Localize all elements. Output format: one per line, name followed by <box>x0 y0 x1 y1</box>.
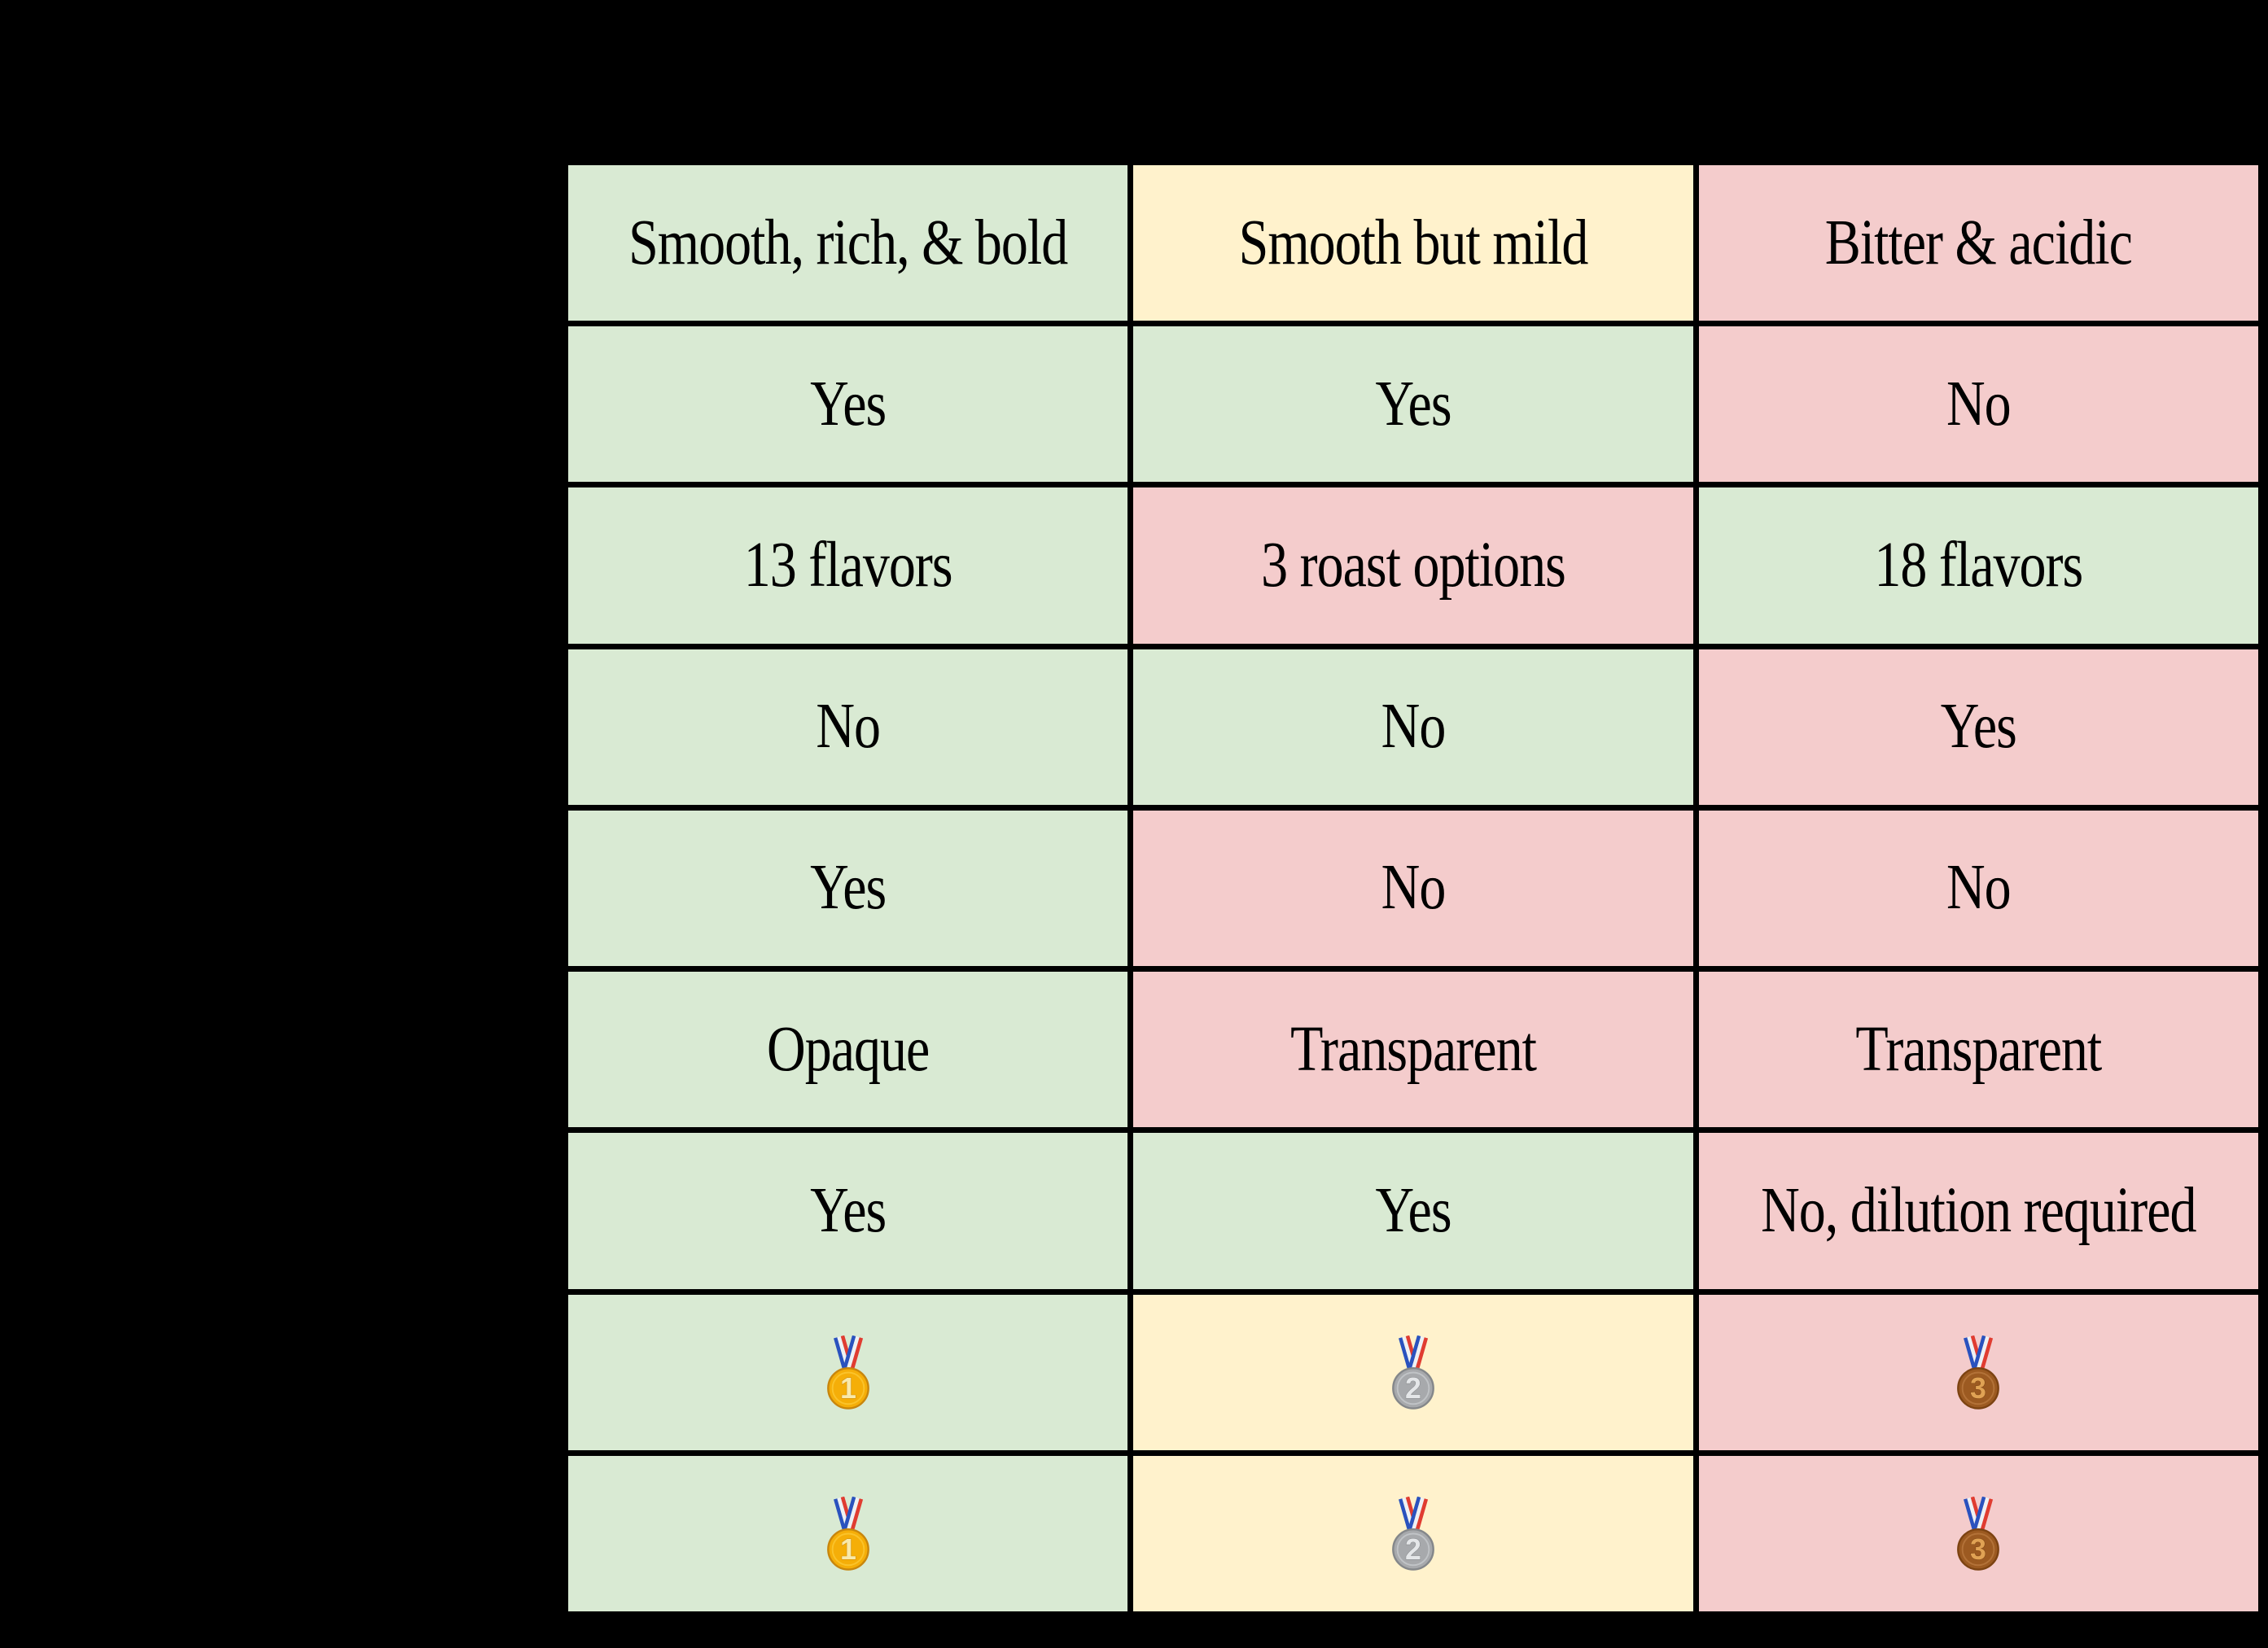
comparison-table: Smooth, rich, & bold Smooth but mild Bitte… <box>568 165 2258 1611</box>
ribbon <box>1964 1496 1994 1532</box>
table-cell-r3c2: 3 roast options <box>1133 487 1693 644</box>
medal-ring <box>1396 1371 1430 1405</box>
table-cell-r3c3: 18 flavors <box>1698 487 2258 644</box>
table-cell-r9c1: 1 <box>568 1455 1128 1611</box>
gold-medal-icon: 1 <box>826 1335 869 1410</box>
table-cell-r7c3: No, dilution required <box>1698 1133 2258 1289</box>
ribbon <box>1398 1335 1429 1371</box>
ribbon <box>833 1335 863 1371</box>
table-cell-r1c3: Bitter & acidic <box>1698 165 2258 321</box>
cell-value-label: 3 roast options <box>1261 529 1566 601</box>
medal-coin <box>1392 1366 1434 1410</box>
cell-value-label: Yes <box>1940 690 2017 763</box>
medal-ring <box>1961 1532 1995 1567</box>
cell-value-label: Yes <box>1375 1174 1451 1247</box>
medal-number: 3 <box>1970 1372 1986 1405</box>
medal-coin <box>1957 1528 2000 1571</box>
cell-value-label: Yes <box>810 1174 887 1247</box>
table-cell-r1c2: Smooth but mild <box>1133 165 1693 321</box>
medal-number: 2 <box>1405 1372 1421 1405</box>
table-cell-r9c3: 3 <box>1698 1455 2258 1611</box>
medal-ring <box>1961 1371 1995 1405</box>
table-cell-r6c1: Opaque <box>568 972 1128 1128</box>
cell-value-label: Opaque <box>767 1013 930 1085</box>
column-header-label: Smooth but mild <box>1238 207 1589 278</box>
medal-coin <box>826 1528 869 1571</box>
gold-medal-icon: 1 <box>826 1496 869 1571</box>
medal-number: 2 <box>1405 1533 1421 1566</box>
medal-ring <box>831 1371 865 1405</box>
table-cell-r4c3: Yes <box>1698 649 2258 805</box>
table-cell-r6c3: Transparent <box>1698 972 2258 1128</box>
medal-number: 3 <box>1970 1533 1986 1566</box>
table-cell-r2c1: Yes <box>568 326 1128 483</box>
cell-value-label: No <box>1381 852 1447 924</box>
cell-value-label: 13 flavors <box>743 529 953 601</box>
table-cell-r2c3: No <box>1698 326 2258 483</box>
table-cell-r7c1: Yes <box>568 1133 1128 1289</box>
column-header-label: Smooth, rich, & bold <box>628 207 1068 278</box>
table-cell-r8c2: 2 <box>1133 1294 1693 1450</box>
cell-value-label: Yes <box>1375 368 1451 440</box>
medal-coin <box>826 1366 869 1410</box>
medal-ring <box>831 1532 865 1567</box>
cell-value-label: 18 flavors <box>1874 529 2083 601</box>
silver-medal-icon: 2 <box>1392 1335 1434 1410</box>
table-cell-r4c2: No <box>1133 649 1693 805</box>
cell-value-label: Yes <box>810 368 887 440</box>
table-cell-r5c3: No <box>1698 810 2258 967</box>
cell-value-label: Transparent <box>1290 1013 1537 1085</box>
table-cell-r9c2: 2 <box>1133 1455 1693 1611</box>
table-cell-r5c2: No <box>1133 810 1693 967</box>
medal-coin <box>1392 1528 1434 1571</box>
table-cell-r2c2: Yes <box>1133 326 1693 483</box>
medal-coin <box>1957 1366 2000 1410</box>
table-cell-r8c1: 1 <box>568 1294 1128 1450</box>
cell-value-label: No <box>1381 690 1447 763</box>
table-cell-r8c3: 3 <box>1698 1294 2258 1450</box>
medal-ring <box>1396 1532 1430 1567</box>
cell-value-label: No <box>816 690 881 763</box>
column-header-label: Bitter & acidic <box>1824 207 2133 278</box>
medal-number: 1 <box>840 1372 856 1405</box>
bronze-medal-icon: 3 <box>1957 1496 2000 1571</box>
cell-value-label: Transparent <box>1855 1013 2102 1085</box>
table-cell-r3c1: 13 flavors <box>568 487 1128 644</box>
cell-value-label: Yes <box>810 852 887 924</box>
bronze-medal-icon: 3 <box>1957 1335 2000 1410</box>
cell-value-label: No <box>1946 852 2012 924</box>
cell-value-label: No <box>1946 368 2012 440</box>
silver-medal-icon: 2 <box>1392 1496 1434 1571</box>
cell-value-label: No, dilution required <box>1761 1174 2196 1247</box>
table-cell-r7c2: Yes <box>1133 1133 1693 1289</box>
ribbon <box>1964 1335 1994 1371</box>
ribbon <box>1398 1496 1429 1532</box>
table-cell-r5c1: Yes <box>568 810 1128 967</box>
medal-number: 1 <box>840 1533 856 1566</box>
table-cell-r6c2: Transparent <box>1133 972 1693 1128</box>
table-cell-r1c1: Smooth, rich, & bold <box>568 165 1128 321</box>
table-cell-r4c1: No <box>568 649 1128 805</box>
ribbon <box>833 1496 863 1532</box>
